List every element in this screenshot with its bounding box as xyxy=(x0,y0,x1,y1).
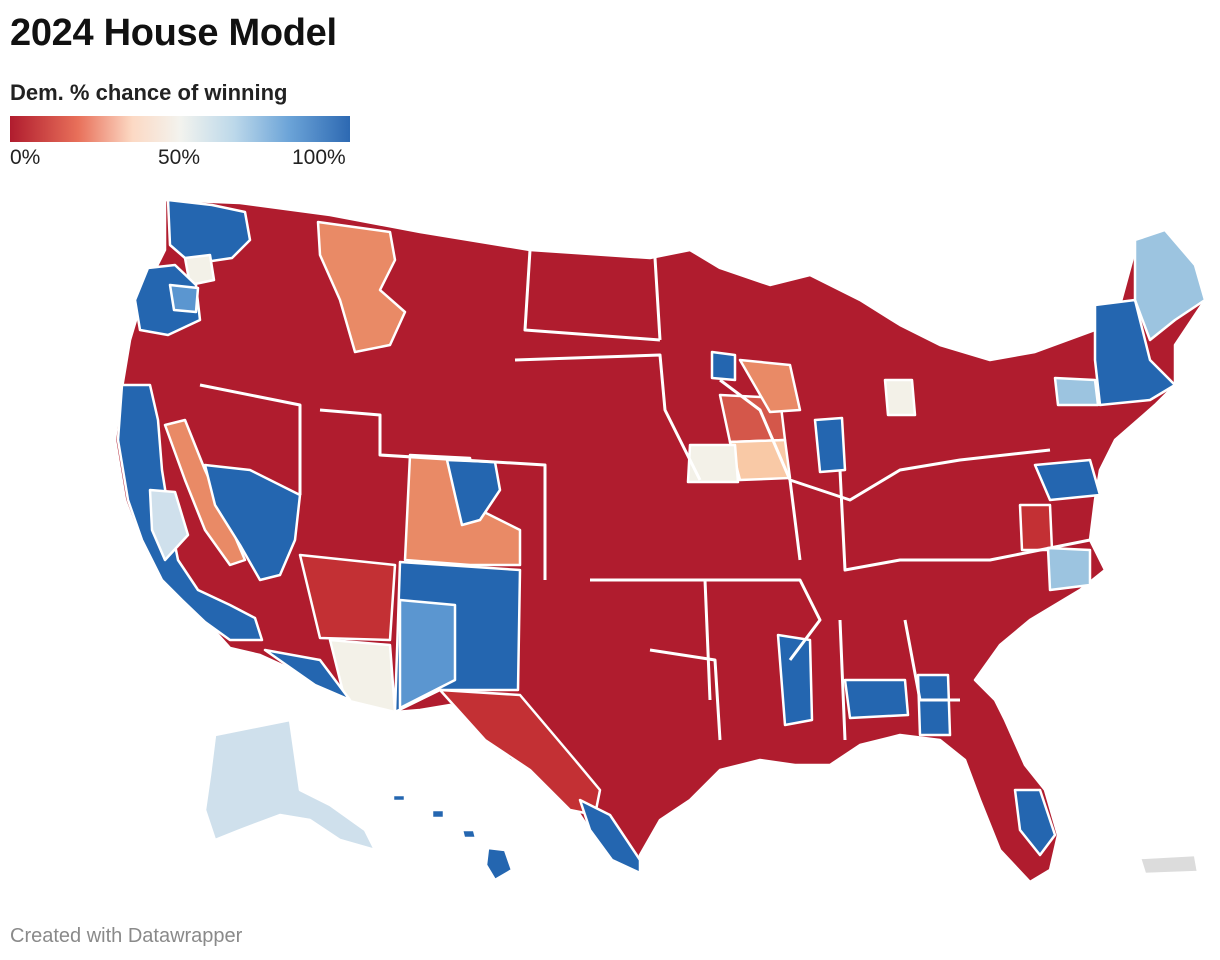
legend-color-scale xyxy=(10,116,350,142)
alabama-black-belt-districts xyxy=(843,678,910,720)
oregon-lean-dem-district xyxy=(168,283,200,314)
maine-lean-dem-district xyxy=(1133,228,1207,342)
legend-title: Dem. % chance of winning xyxy=(10,80,288,105)
legend-tick-0: 0% xyxy=(10,146,41,169)
hawaii-oahu-district xyxy=(430,808,446,820)
california-lean-rep-district xyxy=(163,418,247,567)
washington-west-districts xyxy=(166,198,252,264)
puerto-rico-territory xyxy=(1138,853,1200,876)
michigan-tossup-district xyxy=(883,378,917,417)
north-carolina-lean-dem-district xyxy=(1046,546,1092,592)
mid-atlantic-districts xyxy=(1033,458,1102,502)
virginia-lean-rep-district xyxy=(1018,503,1054,552)
nevada-districts xyxy=(203,463,302,582)
chart-title: 2024 House Model xyxy=(10,12,337,54)
us-house-district-map xyxy=(113,198,1207,884)
florida-peninsula-districts xyxy=(1013,788,1057,857)
alaska-at-large-district xyxy=(203,718,377,852)
arizona-phoenix-districts xyxy=(263,648,352,702)
legend-tick-100: 100% xyxy=(292,146,346,169)
hawaii-island-district xyxy=(484,846,514,882)
chicago-districts xyxy=(813,416,847,474)
iowa-south-tossup-district xyxy=(686,443,740,484)
georgia-districts xyxy=(916,673,952,737)
montana-west-district xyxy=(316,220,407,354)
oregon-coast-districts xyxy=(133,263,202,337)
arizona-south-tossup-district xyxy=(328,638,397,714)
legend-tick-50: 50% xyxy=(158,146,201,169)
credit-footer: Created with Datawrapper xyxy=(10,925,243,947)
new-mexico-south-district xyxy=(398,598,457,710)
california-tilt-dem-district xyxy=(148,488,190,562)
mississippi-delta-district xyxy=(776,633,814,727)
california-coast-districts xyxy=(116,383,264,642)
texas-rio-grande-districts xyxy=(578,798,642,875)
wisconsin-lean-rep-district xyxy=(738,358,802,414)
hawaii-kauai-district xyxy=(391,793,407,803)
hawaii-maui-district xyxy=(460,828,478,840)
state-border-lines xyxy=(199,249,1091,741)
minnesota-twin-cities-districts xyxy=(710,350,737,382)
arizona-central-district xyxy=(298,553,397,642)
new-york-lean-dem-district xyxy=(1053,376,1100,407)
